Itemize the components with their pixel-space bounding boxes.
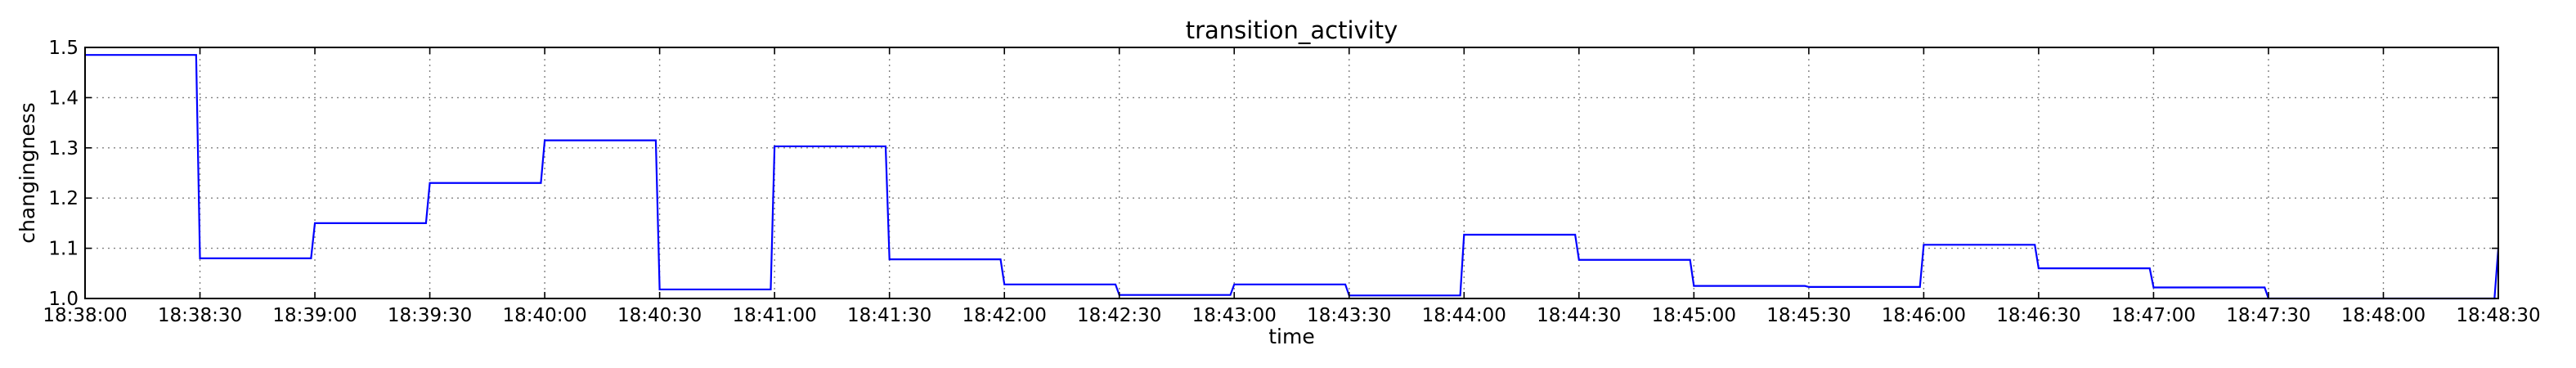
x-tick-label: 18:42:30 (1077, 305, 1161, 326)
y-tick-label: 1.2 (48, 188, 79, 209)
y-tick-label: 1.4 (48, 88, 79, 109)
x-tick-label: 18:38:30 (158, 305, 242, 326)
plot-frame (84, 47, 2499, 299)
x-tick-label: 18:43:00 (1192, 305, 1277, 326)
x-tick-label: 18:47:00 (2112, 305, 2196, 326)
x-tick-label: 18:44:30 (1537, 305, 1621, 326)
x-tick-label: 18:44:00 (1422, 305, 1506, 326)
x-axis-title: time (1268, 325, 1314, 348)
y-tick-label: 1.5 (48, 38, 79, 59)
x-tick-label: 18:41:00 (732, 305, 816, 326)
x-tick-label: 18:41:30 (847, 305, 931, 326)
x-tick-label: 18:39:00 (272, 305, 357, 326)
y-tick-label: 1.3 (48, 138, 79, 159)
x-tick-label: 18:45:00 (1652, 305, 1736, 326)
x-tick-label: 18:39:30 (388, 305, 472, 326)
x-tick-label: 18:48:30 (2456, 305, 2540, 326)
x-tick-label: 18:45:30 (1766, 305, 1851, 326)
x-tick-label: 18:47:30 (2226, 305, 2310, 326)
series-line (85, 54, 2500, 300)
x-tick-label: 18:46:00 (1882, 305, 1966, 326)
x-tick-label: 18:40:00 (502, 305, 586, 326)
x-tick-label: 18:42:00 (963, 305, 1047, 326)
y-tick-label: 1.0 (48, 289, 79, 310)
x-tick-label: 18:46:30 (1996, 305, 2080, 326)
tick-layer: 18:38:00 18:38:30 18:39:00 18:39:30 18:40:00… (43, 38, 2540, 326)
y-tick-label: 1.1 (48, 239, 79, 260)
series-layer (85, 54, 2500, 300)
x-tick-label: 18:43:30 (1307, 305, 1391, 326)
x-tick-label: 18:40:30 (617, 305, 702, 326)
x-tick-label: 18:38:00 (43, 305, 127, 326)
chart-title: transition_activity (1186, 16, 1398, 44)
y-axis-title: changingness (16, 102, 39, 244)
x-tick-label: 18:48:00 (2341, 305, 2426, 326)
